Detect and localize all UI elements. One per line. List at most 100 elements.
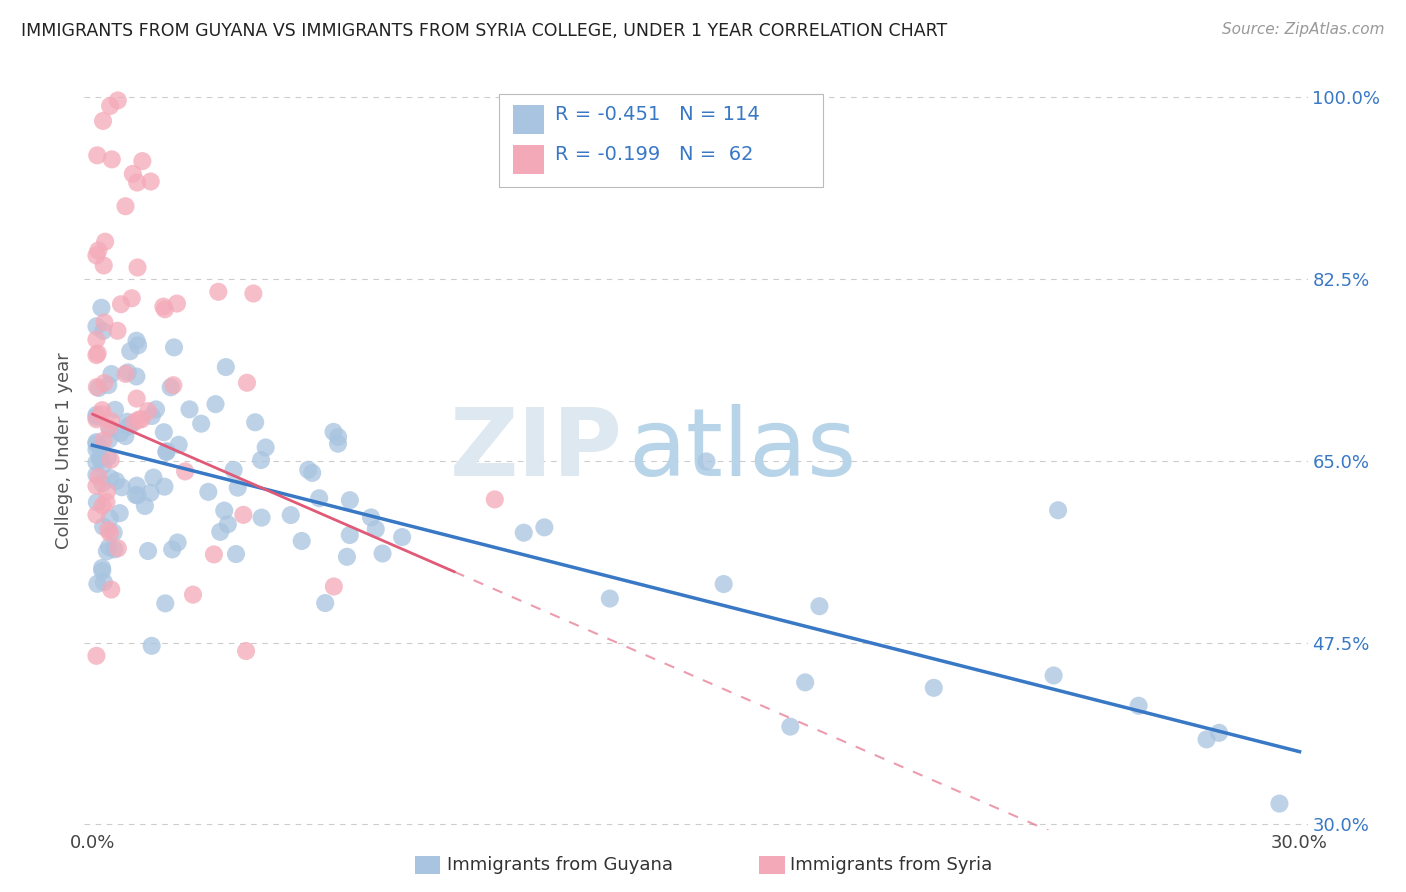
Point	[153, 425, 176, 440]
Point	[86, 248, 108, 262]
Text: IMMIGRANTS FROM GUYANA VS IMMIGRANTS FROM SYRIA COLLEGE, UNDER 1 YEAR CORRELATIO: IMMIGRANTS FROM GUYANA VS IMMIGRANTS FRO…	[21, 22, 948, 40]
Point	[145, 402, 167, 417]
Point	[236, 376, 259, 390]
Point	[128, 412, 150, 426]
Point	[152, 300, 174, 314]
Point	[98, 511, 121, 525]
Point	[155, 596, 177, 610]
Point	[127, 176, 149, 190]
Point	[86, 455, 108, 469]
Point	[100, 582, 122, 597]
Point	[162, 378, 184, 392]
Point	[301, 466, 323, 480]
Point	[125, 334, 148, 348]
Point	[100, 367, 122, 381]
Point	[98, 422, 121, 436]
Point	[93, 376, 115, 390]
Point	[103, 525, 125, 540]
Point	[1047, 503, 1070, 517]
Point	[90, 452, 112, 467]
Point	[235, 644, 257, 658]
Point	[153, 480, 176, 494]
Point	[202, 548, 225, 562]
Point	[86, 408, 108, 422]
Text: R = -0.199   N =  62: R = -0.199 N = 62	[555, 145, 754, 164]
Point	[125, 392, 148, 406]
Point	[98, 433, 121, 447]
Text: R = -0.451   N = 114: R = -0.451 N = 114	[555, 104, 761, 124]
Point	[322, 425, 344, 439]
Point	[97, 523, 120, 537]
Point	[139, 174, 162, 188]
Point	[243, 415, 266, 429]
Point	[87, 470, 110, 484]
Point	[533, 520, 555, 534]
Point	[94, 235, 117, 249]
Point	[297, 463, 319, 477]
Point	[111, 480, 134, 494]
Point	[114, 429, 136, 443]
Point	[121, 167, 143, 181]
Point	[139, 485, 162, 500]
Point	[127, 488, 149, 502]
Text: Immigrants from Guyana: Immigrants from Guyana	[447, 856, 673, 874]
Point	[215, 360, 238, 375]
Point	[225, 547, 247, 561]
Point	[513, 525, 536, 540]
Point	[125, 369, 148, 384]
Point	[86, 380, 108, 394]
Point	[114, 199, 136, 213]
Point	[190, 417, 212, 431]
Point	[98, 99, 121, 113]
Text: ZIP: ZIP	[450, 404, 623, 497]
Point	[166, 535, 188, 549]
Point	[134, 499, 156, 513]
Point	[232, 508, 254, 522]
Point	[280, 508, 302, 522]
Point	[86, 435, 108, 450]
Point	[97, 378, 120, 392]
Point	[104, 402, 127, 417]
Text: Immigrants from Syria: Immigrants from Syria	[790, 856, 993, 874]
Point	[86, 508, 108, 522]
Point	[107, 94, 129, 108]
Point	[93, 259, 115, 273]
Point	[98, 526, 121, 541]
Point	[97, 450, 120, 465]
Point	[322, 579, 344, 593]
Point	[97, 420, 120, 434]
Point	[599, 591, 621, 606]
Point	[124, 415, 146, 429]
Point	[794, 675, 817, 690]
Y-axis label: College, Under 1 year: College, Under 1 year	[55, 352, 73, 549]
Point	[339, 528, 361, 542]
Point	[91, 519, 114, 533]
Point	[105, 474, 128, 488]
Point	[108, 506, 131, 520]
Point	[86, 442, 108, 457]
Point	[86, 648, 108, 663]
Point	[93, 316, 115, 330]
Point	[207, 285, 229, 299]
Point	[160, 542, 183, 557]
Point	[89, 451, 111, 466]
Point	[141, 409, 163, 423]
Point	[86, 412, 108, 426]
Point	[110, 297, 132, 311]
Point	[371, 546, 394, 560]
Point	[96, 495, 118, 509]
Text: atlas: atlas	[628, 404, 856, 497]
Point	[120, 417, 142, 432]
Point	[484, 492, 506, 507]
Point	[98, 540, 121, 554]
Point	[100, 414, 122, 428]
Point	[1208, 726, 1230, 740]
Point	[87, 381, 110, 395]
Point	[127, 260, 149, 275]
Point	[136, 404, 159, 418]
Point	[86, 319, 108, 334]
Point	[86, 436, 108, 450]
Point	[86, 148, 108, 162]
Point	[96, 544, 118, 558]
Point	[179, 402, 201, 417]
